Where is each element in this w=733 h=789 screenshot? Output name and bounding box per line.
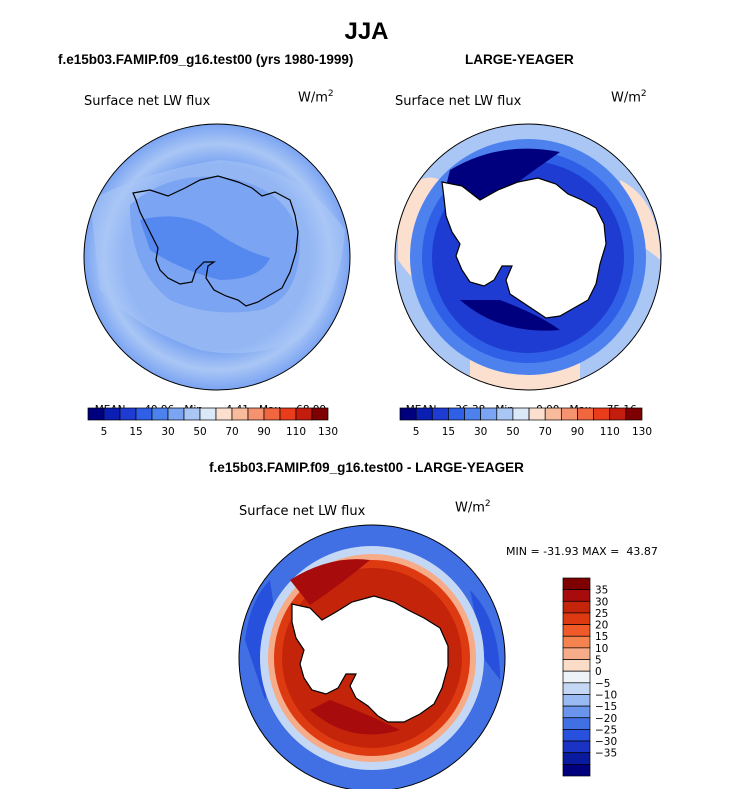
colorbar-tick-label: −5 bbox=[595, 678, 610, 690]
colorbar-tick-label: 110 bbox=[600, 426, 620, 438]
panel-2-title: LARGE-YEAGER bbox=[465, 52, 574, 67]
colorbar-tick-label: 70 bbox=[539, 426, 552, 438]
colorbar-swatch bbox=[528, 407, 546, 421]
colorbar-tick-label: 110 bbox=[286, 426, 306, 438]
colorbar-tick-label: 5 bbox=[595, 655, 602, 667]
colorbar-tick-label: 50 bbox=[506, 426, 519, 438]
colorbar-swatch bbox=[199, 407, 217, 421]
diff-minmax: MIN = -31.93 MAX = 43.87 bbox=[506, 545, 658, 558]
diff-panel-title: f.e15b03.FAMIP.f09_g16.test00 - LARGE-YE… bbox=[209, 460, 524, 475]
colorbar-tick-label: 70 bbox=[225, 426, 238, 438]
colorbar-swatch bbox=[231, 407, 249, 421]
colorbar-swatch bbox=[512, 407, 530, 421]
colorbar-swatch bbox=[87, 407, 105, 421]
colorbar-swatch bbox=[183, 407, 201, 421]
colorbar-swatch bbox=[562, 694, 591, 707]
colorbar-tick-label: 50 bbox=[193, 426, 206, 438]
colorbar-tick-label: 130 bbox=[632, 426, 652, 438]
colorbar-tick-label: 15 bbox=[595, 631, 608, 643]
colorbar-tick-label: 90 bbox=[571, 426, 584, 438]
colorbar-swatch bbox=[263, 407, 281, 421]
colorbar-tick-label: 0 bbox=[595, 666, 602, 678]
colorbar-swatch bbox=[480, 407, 498, 421]
colorbar-swatch bbox=[562, 600, 591, 614]
colorbar-swatch bbox=[593, 407, 611, 421]
colorbar-tick-label: 30 bbox=[474, 426, 487, 438]
colorbar-swatch bbox=[562, 740, 591, 754]
colorbar-swatch bbox=[399, 407, 417, 421]
colorbar-swatch bbox=[562, 717, 591, 730]
colorbar-swatch bbox=[167, 407, 185, 421]
colorbar-swatch bbox=[119, 407, 137, 421]
colorbar-tick-label: −20 bbox=[595, 713, 617, 725]
panel-2-field-label: Surface net LW flux bbox=[395, 94, 522, 109]
colorbar-panel-1: 5 15 30 50 70 90 110 130 bbox=[87, 407, 338, 438]
colorbar-tick-label: 20 bbox=[595, 620, 608, 632]
colorbar-tick-label: −30 bbox=[595, 736, 617, 748]
colorbar-swatch bbox=[562, 624, 591, 637]
colorbar-swatch bbox=[496, 407, 514, 421]
colorbar-swatch bbox=[415, 407, 433, 421]
colorbar-swatch bbox=[562, 682, 591, 695]
panel-1-field-label: Surface net LW flux bbox=[84, 94, 211, 109]
colorbar-swatch bbox=[562, 764, 591, 777]
colorbar-tick-label: −15 bbox=[595, 701, 617, 713]
colorbar-swatch bbox=[562, 612, 591, 625]
colorbar-swatch bbox=[562, 670, 591, 684]
colorbar-swatch bbox=[609, 407, 627, 421]
colorbar-swatch bbox=[562, 647, 591, 660]
panel-1-title: f.e15b03.FAMIP.f09_g16.test00 (yrs 1980-… bbox=[58, 52, 354, 67]
colorbar-tick-label: 25 bbox=[595, 608, 608, 620]
panel-2-units: W/m2 bbox=[611, 89, 647, 106]
colorbar-tick-label: 5 bbox=[101, 426, 108, 438]
colorbar-tick-label: 130 bbox=[318, 426, 338, 438]
colorbar-tick-label: 10 bbox=[595, 643, 608, 655]
colorbar-swatch bbox=[215, 407, 233, 421]
colorbar-swatch bbox=[544, 407, 562, 421]
colorbar-tick-label: 5 bbox=[413, 426, 420, 438]
colorbar-swatch bbox=[151, 407, 169, 421]
colorbar-tick-label: 90 bbox=[257, 426, 270, 438]
panel-1-units: W/m2 bbox=[298, 89, 334, 106]
colorbar-swatch bbox=[464, 407, 482, 421]
diff-field-label: Surface net LW flux bbox=[239, 504, 366, 519]
colorbar-tick-label: 30 bbox=[161, 426, 174, 438]
colorbar-swatch bbox=[295, 407, 313, 421]
colorbar-swatch bbox=[577, 407, 594, 421]
diff-units: W/m2 bbox=[455, 499, 491, 516]
colorbar-swatch bbox=[625, 407, 643, 421]
colorbar-swatch bbox=[247, 407, 265, 421]
colorbar-tick-label: 35 bbox=[595, 585, 608, 597]
colorbar-swatch bbox=[562, 635, 591, 649]
colorbar-swatch bbox=[279, 407, 297, 421]
colorbar-tick-label: −35 bbox=[595, 748, 617, 760]
colorbar-swatch bbox=[431, 407, 449, 421]
colorbar-swatch bbox=[562, 589, 591, 602]
colorbar-swatch bbox=[448, 407, 465, 421]
colorbar-tick-label: 30 bbox=[595, 596, 608, 608]
colorbar-swatch bbox=[135, 407, 153, 421]
colorbar-panel-2: 5 15 30 50 70 90 110 130 bbox=[399, 407, 652, 438]
colorbar-tick-label: 15 bbox=[129, 426, 142, 438]
colorbar-tick-label: −25 bbox=[595, 724, 617, 736]
colorbar-tick-label: −10 bbox=[595, 689, 617, 701]
colorbar-swatch bbox=[560, 407, 578, 421]
colorbar-swatch bbox=[311, 407, 329, 421]
colorbar-swatch bbox=[562, 729, 591, 742]
figure-title: JJA bbox=[344, 18, 389, 45]
colorbar-swatch bbox=[562, 752, 591, 765]
colorbar-swatch bbox=[562, 705, 591, 719]
colorbar-swatch bbox=[103, 407, 121, 421]
colorbar-swatch bbox=[562, 577, 591, 590]
antarctica-coastline-1 bbox=[132, 175, 299, 307]
colorbar-tick-label: 15 bbox=[442, 426, 455, 438]
colorbar-swatch bbox=[562, 659, 591, 672]
